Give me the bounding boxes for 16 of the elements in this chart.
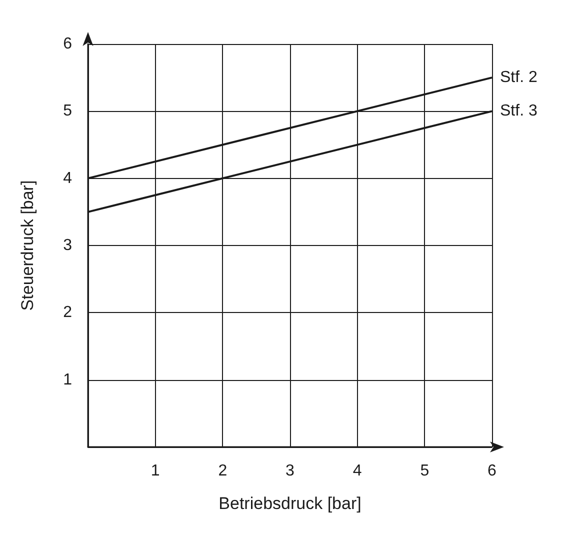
x-tick-label: 6	[488, 462, 497, 480]
x-tick-label: 2	[218, 462, 228, 480]
y-tick-label: 2	[63, 304, 72, 322]
y-tick-label: 6	[63, 36, 72, 52]
x-tick-label: 3	[286, 462, 295, 480]
y-tick-label: 3	[63, 237, 72, 254]
x-tick-label: 5	[420, 462, 430, 480]
x-tick-label: 4	[352, 462, 362, 480]
y-tick-label: 4	[63, 170, 72, 187]
series-label: Stf. 2	[500, 69, 538, 86]
y-axis-title: Steuerdruck [bar]	[18, 180, 37, 311]
x-tick-label: 1	[150, 462, 160, 480]
x-axis-title: Betriebsdruck [bar]	[218, 494, 362, 513]
y-tick-label: 1	[63, 371, 72, 388]
series-label: Stf. 3	[500, 102, 538, 120]
y-tick-label: 5	[63, 102, 72, 120]
